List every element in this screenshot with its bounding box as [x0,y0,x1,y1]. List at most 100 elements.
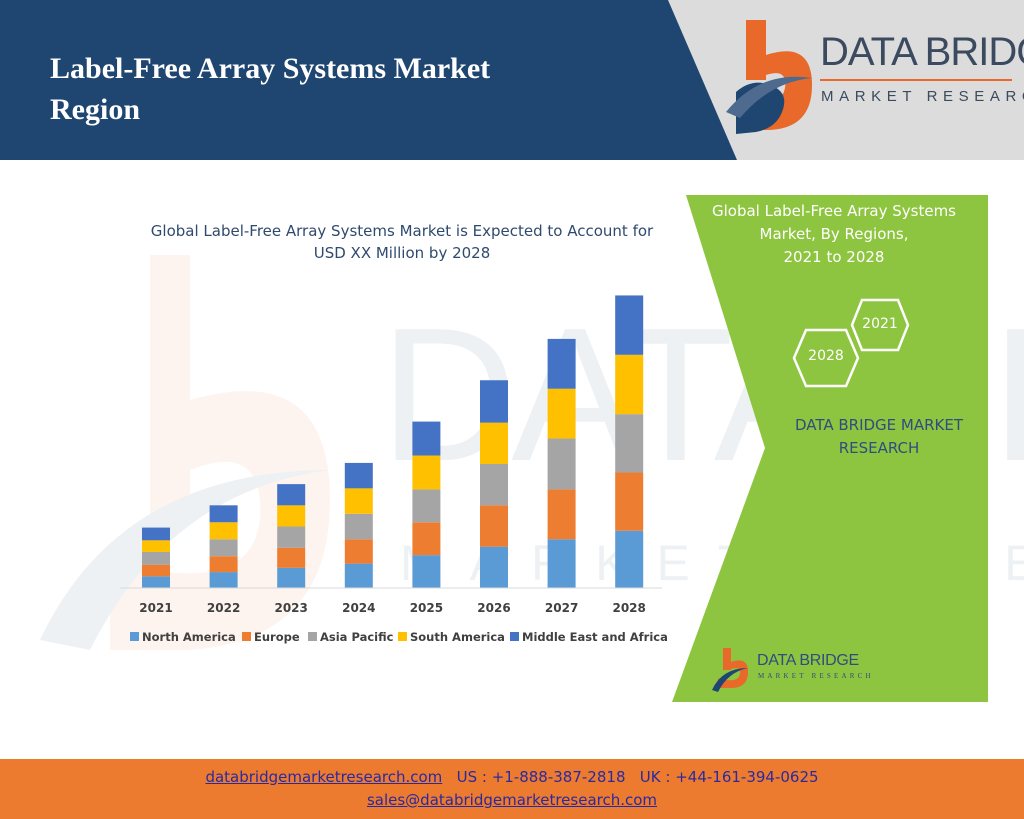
bar-2027-europe [547,489,576,540]
legend-item-middle-east-and-africa: Middle East and Africa [510,630,668,644]
side-panel-title-line-1: Global Label-Free Array Systems [711,202,956,220]
footer: databridgemarketresearch.com US : +1-888… [0,759,1024,819]
legend-swatch [510,632,519,641]
header-banner: Label-Free Array Systems Market Region D… [0,0,1024,160]
bar-2027-north-america [547,539,576,588]
legend-swatch [308,632,317,641]
chart-title-line-2: USD XX Million by 2028 [313,244,491,262]
legend-swatch [398,632,407,641]
website-link[interactable]: databridgemarketresearch.com [205,768,443,786]
legend-label: North America [142,630,236,644]
uk-phone: UK : +44-161-394-0625 [639,768,819,786]
bar-2026-south-america [480,422,508,464]
side-panel-brand-line-1: DATA BRIDGE MARKET [794,416,964,434]
bar-2024-south-america [344,488,373,514]
bar-2022-asia-pacific [209,539,238,557]
legend-item-south-america: South America [398,630,505,644]
footer-email-line: sales@databridgemarketresearch.com [0,790,1024,810]
bar-2026-north-america [480,546,508,588]
brand-divider [820,79,1012,81]
side-panel-background [672,195,988,702]
side-panel-brand: DATA BRIDGE MARKET RESEARCH [780,414,978,460]
x-tick-label-2027: 2027 [545,601,578,615]
bar-2021-south-america [142,540,170,552]
email-link[interactable]: sales@databridgemarketresearch.com [366,791,658,809]
legend-label: Europe [254,630,300,644]
hex-label-2028: 2028 [808,348,844,364]
small-brand-tagline: MARKET RESEARCH [758,672,874,680]
side-panel-title: Global Label-Free Array Systems Market, … [700,200,968,269]
title-line-2: Region [50,93,140,126]
legend: North America Europe Asia Pacific South Ame… [130,630,668,644]
bar-2024-north-america [344,563,373,588]
side-panel-title-line-3: 2021 to 2028 [783,248,885,266]
bar-2026-middle-east-and-africa [480,380,508,423]
bar-2022-north-america [209,572,238,588]
us-phone: US : +1-888-387-2818 [456,768,626,786]
bar-2023-europe [277,547,306,568]
bar-2028-south-america [615,354,644,415]
legend-swatch [242,632,251,641]
x-tick-label-2028: 2028 [612,601,645,615]
x-tick-label-2025: 2025 [410,601,443,615]
bar-2025-europe [412,522,441,556]
x-tick-label-2022: 2022 [207,601,240,615]
x-tick-label-2023: 2023 [274,601,307,615]
side-panel-brand-line-2: RESEARCH [838,439,920,457]
legend-item-asia-pacific: Asia Pacific [308,630,394,644]
legend-swatch [130,632,139,641]
small-brand-logo-icon [712,648,748,692]
bar-2021-north-america [142,576,170,588]
x-tick-label-2021: 2021 [139,601,172,615]
bar-2024-europe [344,539,373,564]
bar-2027-south-america [547,388,576,439]
bar-2027-middle-east-and-africa [547,338,576,389]
hexagon-2021-icon [850,298,910,352]
bar-2021-middle-east-and-africa [142,527,170,541]
bar-2023-middle-east-and-africa [277,484,306,506]
bar-2021-europe [142,564,170,577]
bar-2022-south-america [209,522,238,540]
bar-2023-north-america [277,567,306,588]
x-tick-label-2024: 2024 [342,601,375,615]
legend-item-north-america: North America [130,630,236,644]
legend-label: Middle East and Africa [522,630,668,644]
brand-name: DATA BRIDGE [820,30,1024,74]
legend-item-europe: Europe [242,630,300,644]
bar-2027-asia-pacific [547,438,576,490]
bar-2022-europe [209,556,238,573]
title-line-1: Label-Free Array Systems Market [50,52,491,85]
bar-2028-middle-east-and-africa [615,295,644,355]
bar-2023-asia-pacific [277,526,306,548]
bar-2026-asia-pacific [480,463,508,506]
x-tick-label-2026: 2026 [477,601,510,615]
bar-2021-asia-pacific [142,551,170,565]
bar-2025-middle-east-and-africa [412,421,441,456]
bar-2028-north-america [615,530,644,588]
bar-2028-europe [615,472,644,531]
hex-label-2021: 2021 [862,316,898,332]
bar-2022-middle-east-and-africa [209,505,238,523]
legend-label: Asia Pacific [320,630,394,644]
chart-title-line-1: Global Label-Free Array Systems Market i… [150,222,654,240]
bar-2025-north-america [412,555,441,588]
bar-2028-asia-pacific [615,414,644,473]
bars-layer [142,295,644,588]
bar-2023-south-america [277,505,306,527]
brand-tagline: MARKET RESEARCH [821,88,1024,105]
brand-logo-icon [726,20,812,134]
bar-2024-middle-east-and-africa [344,462,373,489]
legend-label: South America [410,630,505,644]
chart-title: Global Label-Free Array Systems Market i… [120,220,684,264]
bar-2026-europe [480,505,508,547]
page-title: Label-Free Array Systems Market Region [50,48,670,130]
x-ticks-layer: 2021 2022 2023 2024 2025 2026 2027 2028 [139,601,646,615]
side-panel-title-line-2: Market, By Regions, [759,225,909,243]
small-brand-name: DATA BRIDGE [757,652,859,669]
bar-2025-south-america [412,455,441,490]
bar-2025-asia-pacific [412,489,441,523]
bar-2024-asia-pacific [344,513,373,540]
footer-contact-line: databridgemarketresearch.com US : +1-888… [0,767,1024,787]
hexagon-2028-icon [792,328,860,388]
